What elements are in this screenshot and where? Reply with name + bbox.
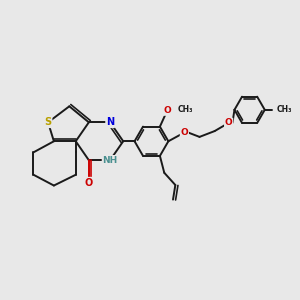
Text: N: N: [106, 117, 114, 127]
Text: CH₃: CH₃: [277, 105, 292, 114]
Text: O: O: [181, 128, 188, 137]
Text: O: O: [225, 118, 232, 127]
Text: O: O: [85, 178, 93, 188]
Text: S: S: [44, 117, 52, 127]
Text: O: O: [163, 106, 171, 115]
Text: CH₃: CH₃: [177, 105, 193, 114]
Text: NH: NH: [103, 156, 118, 165]
